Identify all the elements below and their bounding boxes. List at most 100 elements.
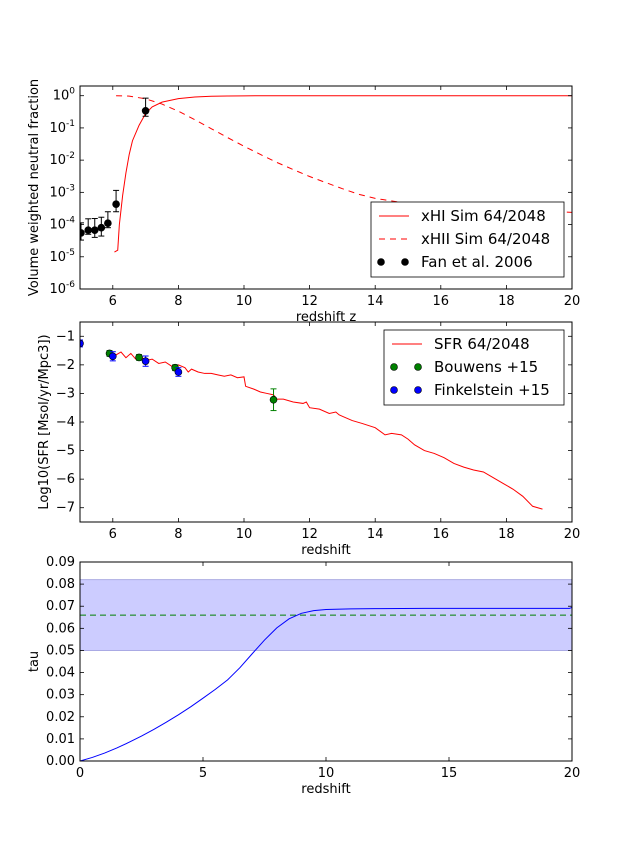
y-tick-label: −2	[56, 358, 75, 373]
y-tick-base: 10	[49, 250, 66, 265]
x-tick-label: 0	[76, 766, 84, 781]
series-1-line	[80, 606, 572, 761]
series-3-point	[174, 368, 183, 376]
legend-marker	[414, 363, 422, 371]
y-tick-exponent: -3	[66, 183, 75, 193]
y-tick-label: 0.06	[46, 621, 75, 636]
legend-box	[383, 329, 565, 406]
axes-frame	[79, 85, 573, 290]
y-tick-label: −5	[56, 444, 75, 459]
x-tick-label: 10	[236, 527, 253, 542]
x-tick-label: 8	[174, 527, 182, 542]
x-tick-label: 12	[301, 294, 318, 309]
x-tick-label: 8	[174, 294, 182, 309]
x-tick-label: 20	[564, 294, 581, 309]
legend-marker	[377, 258, 385, 266]
y-tick-exponent: -2	[66, 151, 75, 161]
series-3-point	[141, 357, 150, 365]
y-tick-label: 0.02	[46, 710, 75, 725]
x-tick-label: 18	[498, 527, 515, 542]
legend: xHI Sim 64/2048 xHII Sim 64/2048 Fan et al…	[370, 201, 565, 278]
plot-area	[80, 339, 543, 510]
y-tick-base: 10	[49, 282, 66, 297]
y-axis-label: Log10(SFR [Msol/yr/Mpc3])	[37, 334, 52, 509]
series-2-line	[116, 95, 572, 213]
y-tick-base: 10	[53, 89, 70, 104]
legend-marker	[414, 386, 422, 394]
legend-marker	[390, 363, 398, 371]
y-tick-exponent: -1	[66, 119, 75, 129]
series-2-point	[135, 353, 143, 362]
y-axis-label: Volume weighted neutral fraction	[27, 79, 42, 296]
y-tick-base: 10	[49, 218, 66, 233]
y-tick-label: 100	[53, 87, 76, 104]
y-tick-exponent: 0	[69, 87, 75, 97]
x-tick-label: 6	[109, 527, 117, 542]
plot-area	[80, 95, 572, 253]
series-1-line	[114, 95, 572, 253]
legend-marker	[401, 258, 409, 266]
y-tick-exponent: -4	[66, 216, 75, 226]
y-tick-label: 0.03	[46, 688, 75, 703]
y-tick-exponent: -6	[66, 280, 75, 290]
legend-label: xHI Sim 64/2048	[421, 207, 546, 225]
y-tick-label: −3	[56, 386, 75, 401]
y-tick-label: 0.08	[46, 577, 75, 592]
y-tick-label: −1	[56, 329, 75, 344]
series-3-point	[90, 226, 99, 234]
series-3-point	[141, 106, 150, 115]
series-3-point	[97, 223, 106, 232]
panel-2: 6 8 10 12 14 16 18 20 −7 −6 −5 −4 −3 −2 −1 redshift Log1…	[37, 321, 581, 558]
y-axis-label: tau	[27, 651, 42, 672]
y-tick-exponent: -5	[66, 248, 75, 258]
series-3-point	[109, 352, 117, 361]
legend-label: Finkelstein +15	[434, 381, 550, 399]
x-tick-label: 12	[301, 527, 318, 542]
y-tick-label: 0.04	[46, 666, 75, 681]
x-tick-label: 10	[318, 766, 335, 781]
x-tick-label: 14	[367, 294, 384, 309]
y-tick-label: 0.00	[46, 754, 75, 769]
y-tick-base: 10	[49, 153, 66, 168]
plot-area	[80, 579, 572, 761]
series-1-line	[110, 351, 543, 510]
legend-marker	[390, 386, 398, 394]
y-tick-label: 0.07	[46, 599, 75, 614]
y-tick-label: 10-1	[49, 119, 75, 136]
x-tick-label: 16	[433, 527, 450, 542]
panel-1: 6 8 10 12 14 16 18 2010-610-510-410-310-210-110…	[27, 79, 580, 325]
x-tick-label: 16	[433, 294, 450, 309]
x-tick-label: 20	[564, 527, 581, 542]
y-tick-base: 10	[49, 121, 66, 136]
legend: SFR 64/2048 Bouwens +15 Finkelstein +15	[383, 329, 565, 406]
y-tick-label: 0.01	[46, 732, 75, 747]
x-tick-label: 10	[236, 294, 253, 309]
y-tick-label: 10-3	[49, 183, 75, 200]
panel-3: 0 5 10 15 20 0.00 0.01 0.02 0.03 0.04 0.05 0.06 0.07…	[27, 555, 580, 797]
y-tick-label: −4	[56, 415, 75, 430]
y-tick-label: 0.09	[46, 555, 75, 570]
x-axis-label: redshift	[301, 782, 350, 797]
legend-label: SFR 64/2048	[434, 335, 530, 353]
x-tick-label: 14	[367, 527, 384, 542]
series-3-point	[80, 339, 84, 348]
series-2-point	[269, 395, 278, 404]
y-tick-base: 10	[49, 185, 66, 200]
y-tick-label: 10-2	[49, 151, 75, 168]
y-tick-label: 10-5	[49, 248, 75, 265]
legend-label: Fan et al. 2006	[421, 253, 533, 271]
x-tick-label: 6	[109, 294, 117, 309]
series-3-point	[80, 229, 85, 237]
x-tick-label: 5	[199, 766, 207, 781]
y-tick-label: 10-6	[49, 280, 75, 297]
y-tick-label: −7	[56, 501, 75, 516]
x-axis-label: redshift	[301, 543, 350, 558]
series-3-point	[84, 226, 92, 234]
legend-label: xHII Sim 64/2048	[421, 230, 550, 248]
y-tick-label: 0.05	[46, 643, 75, 658]
x-tick-label: 18	[498, 294, 515, 309]
series-3-point	[104, 219, 112, 228]
x-tick-label: 15	[441, 766, 458, 781]
series-3-point	[112, 200, 120, 208]
